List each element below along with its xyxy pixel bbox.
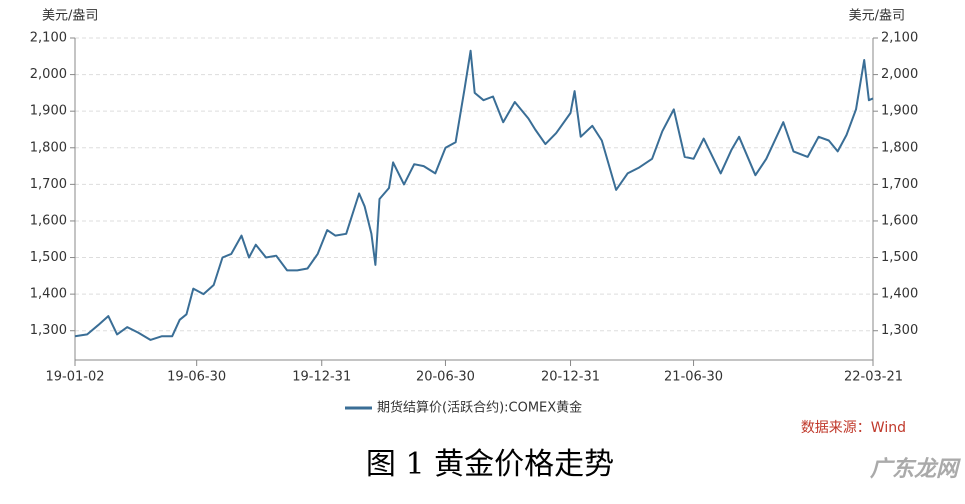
y2-tick-label: 1,300 [881, 323, 918, 338]
y2-tick-label: 1,600 [881, 213, 918, 228]
y-tick-label: 1,600 [30, 213, 67, 228]
x-tick-label: 19-06-30 [167, 370, 226, 385]
y2-tick-label: 2,000 [881, 67, 918, 82]
y2-axis-label: 美元/盎司 [849, 9, 905, 24]
y2-tick-label: 1,400 [881, 287, 918, 302]
y-tick-label: 2,000 [30, 67, 67, 82]
y2-tick-label: 1,700 [881, 177, 918, 192]
y2-tick-label: 1,800 [881, 140, 918, 155]
watermark: 广东龙网 [870, 456, 961, 482]
y-tick-label: 1,900 [30, 104, 67, 119]
y-tick-label: 1,400 [30, 287, 67, 302]
y-tick-label: 1,800 [30, 140, 67, 155]
x-tick-label: 19-01-02 [45, 370, 104, 385]
x-tick-label: 20-06-30 [416, 370, 475, 385]
y-tick-label: 2,100 [30, 31, 67, 46]
x-tick-label: 22-03-21 [844, 370, 903, 385]
x-tick-label: 19-12-31 [292, 370, 351, 385]
x-tick-label: 20-12-31 [541, 370, 600, 385]
y-tick-label: 1,700 [30, 177, 67, 192]
y-axis-label: 美元/盎司 [42, 9, 98, 24]
y-tick-label: 1,300 [30, 323, 67, 338]
source: 数据来源：Wind [801, 420, 906, 436]
y2-tick-label: 2,100 [881, 31, 918, 46]
y2-tick-label: 1,900 [881, 104, 918, 119]
y2-tick-label: 1,500 [881, 250, 918, 265]
legend-label: 期货结算价(活跃合约):COMEX黄金 [377, 400, 582, 416]
price-line [74, 49, 874, 341]
caption: 图 1 黄金价格走势 [366, 447, 614, 482]
x-tick-label: 21-06-30 [664, 370, 723, 385]
y-tick-label: 1,500 [30, 250, 67, 265]
